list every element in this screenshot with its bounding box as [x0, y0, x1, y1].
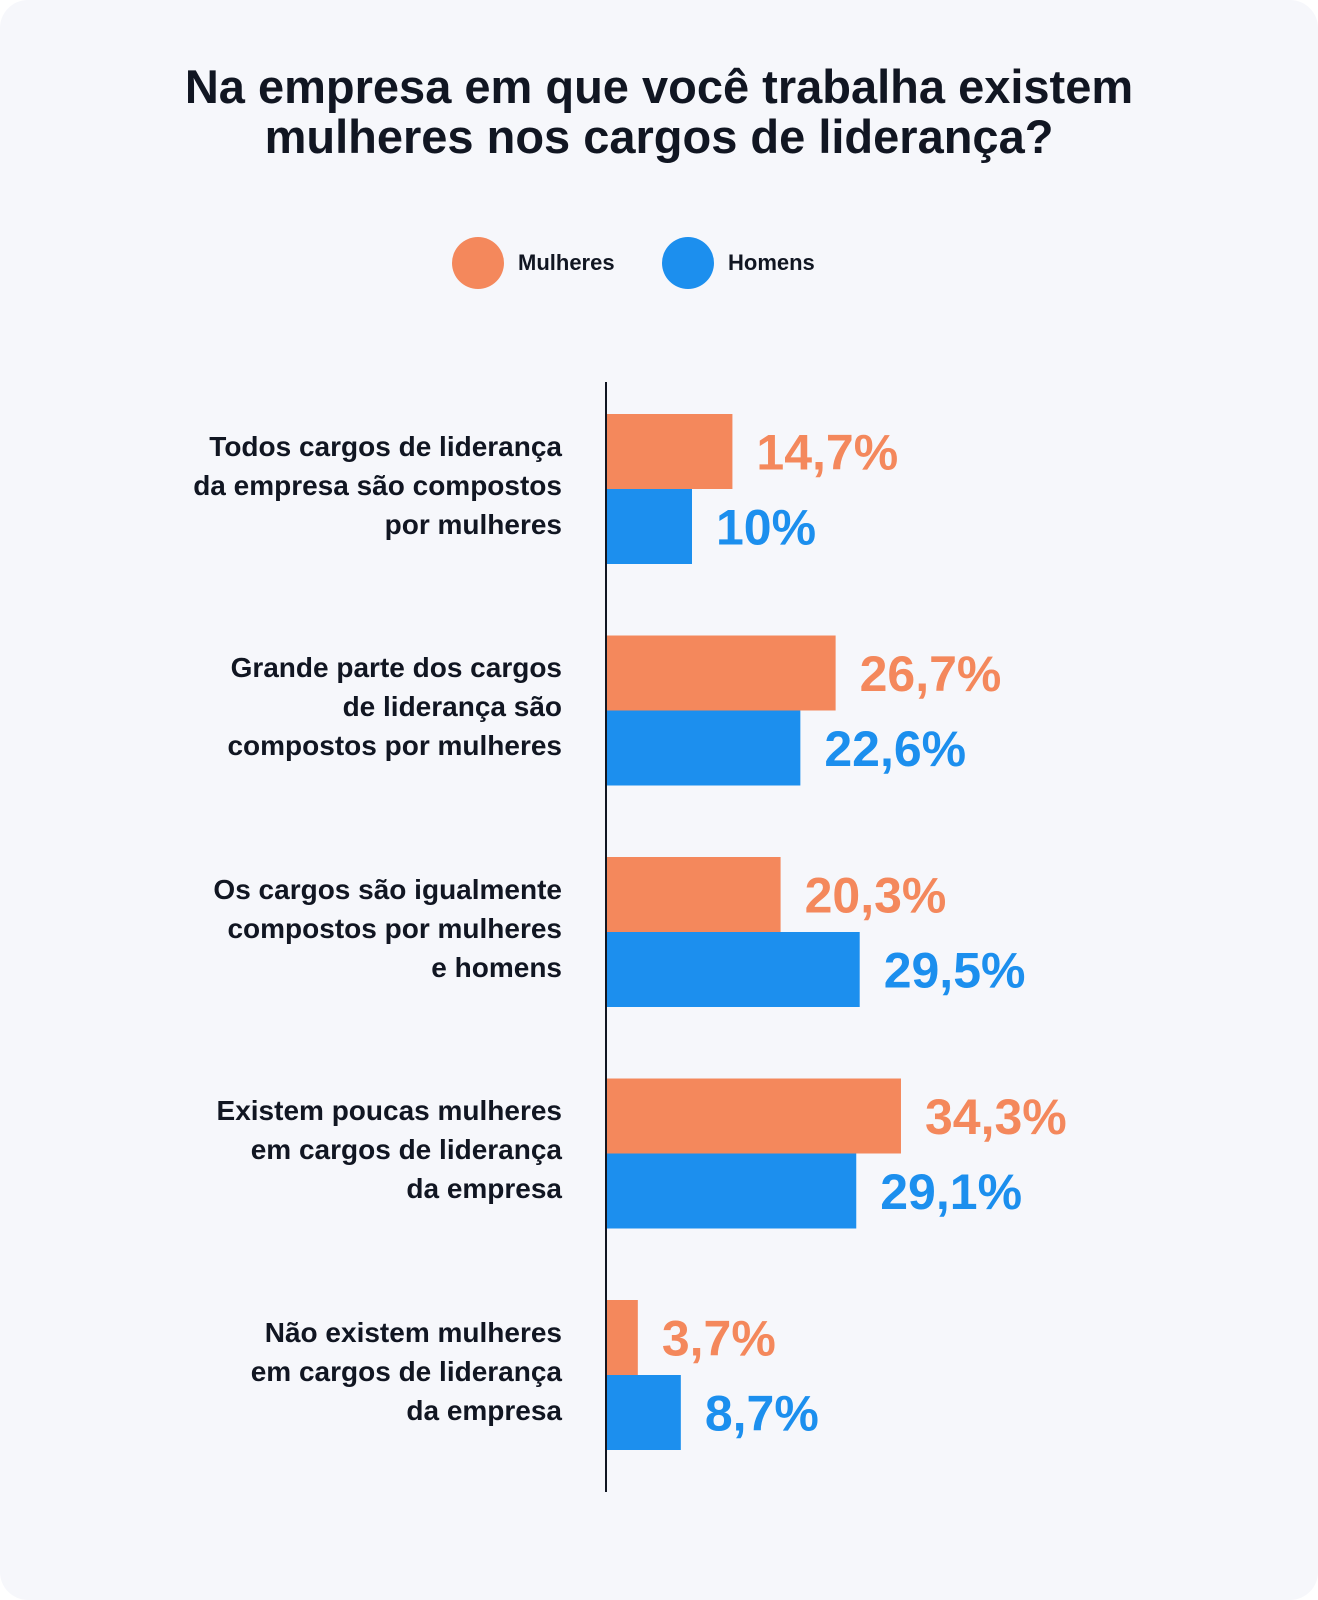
- legend-label-mulheres: Mulheres: [518, 250, 615, 275]
- bar-mulheres: [606, 635, 836, 711]
- bar-homens: [606, 1375, 681, 1450]
- bar-homens: [606, 489, 692, 564]
- category-label-line: por mulheres: [384, 508, 562, 540]
- legend-swatch-homens: [662, 237, 714, 289]
- chart-title-line-1: Na empresa em que você trabalha existem: [184, 60, 1134, 113]
- value-label-mulheres: 14,7%: [756, 425, 898, 481]
- category-label-line: compostos por mulheres: [227, 912, 562, 944]
- bar-mulheres: [606, 857, 781, 932]
- chart-title: Na empresa em que você trabalha existem …: [0, 62, 1318, 162]
- bar-mulheres: [606, 1300, 638, 1375]
- bar-homens: [606, 1153, 857, 1229]
- legend-swatch-mulheres: [452, 237, 504, 289]
- value-label-mulheres: 26,7%: [860, 646, 1002, 702]
- bar-mulheres: [606, 414, 733, 489]
- value-label-homens: 29,5%: [884, 943, 1026, 999]
- category-label-line: Todos cargos de liderança: [209, 430, 562, 462]
- category-label-line: Grande parte dos cargos: [230, 652, 562, 683]
- value-label-homens: 29,1%: [880, 1164, 1022, 1220]
- value-label-mulheres: 20,3%: [805, 868, 947, 924]
- category-label-line: de liderança são: [342, 691, 562, 722]
- category-label-line: da empresa: [406, 1173, 562, 1204]
- value-label-mulheres: 3,7%: [662, 1311, 776, 1367]
- bar-homens: [606, 710, 801, 786]
- legend-item-homens: Homens: [662, 236, 815, 290]
- category-label-line: compostos por mulheres: [227, 730, 562, 761]
- legend-label-homens: Homens: [728, 250, 815, 275]
- category-label: Todos cargos de liderança da empresa são …: [122, 427, 562, 544]
- category-label-line: Os cargos são igualmente: [213, 873, 562, 905]
- category-label: Existem poucas mulheres em cargos de lide…: [122, 1091, 562, 1208]
- category-label-line: da empresa são compostos: [193, 469, 562, 501]
- legend-item-mulheres: Mulheres: [452, 236, 615, 290]
- category-label-line: e homens: [431, 951, 562, 983]
- category-label-line: em cargos de liderança: [250, 1134, 562, 1165]
- value-label-homens: 10%: [716, 500, 816, 556]
- chart-title-line-2: mulheres nos cargos de liderança?: [264, 110, 1054, 163]
- value-label-homens: 8,7%: [705, 1386, 819, 1442]
- category-label-line: Não existem mulheres: [264, 1316, 562, 1348]
- bar-mulheres: [606, 1078, 901, 1154]
- bar-homens: [606, 932, 860, 1007]
- category-label-line: em cargos de liderança: [250, 1355, 562, 1387]
- category-label: Os cargos são igualmente compostos por mu…: [122, 870, 562, 987]
- category-label-line: Existem poucas mulheres: [216, 1095, 562, 1126]
- value-label-homens: 22,6%: [824, 721, 966, 777]
- category-label: Não existem mulheres em cargos de lideran…: [122, 1313, 562, 1430]
- value-label-mulheres: 34,3%: [925, 1089, 1067, 1145]
- legend: Mulheres Homens: [0, 236, 1318, 290]
- category-label-line: da empresa: [406, 1394, 562, 1426]
- category-label: Grande parte dos cargos de liderança são c…: [122, 648, 562, 765]
